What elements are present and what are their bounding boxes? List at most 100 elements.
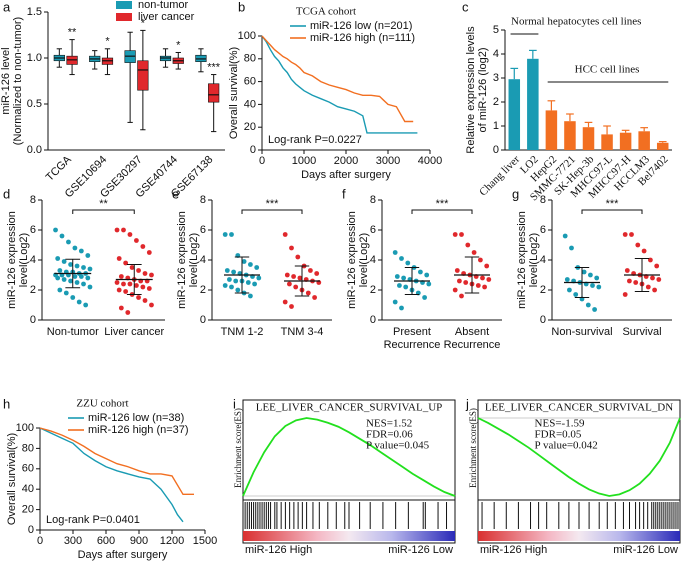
rank-label: miR-126 Low bbox=[613, 544, 678, 556]
data-point bbox=[127, 232, 133, 237]
survival-curve bbox=[39, 427, 184, 523]
y-axis-title: Relative expression levels bbox=[465, 26, 477, 154]
x-tick-label: 4000 bbox=[418, 155, 442, 167]
data-point bbox=[114, 280, 120, 285]
y-tick-label: 0 bbox=[200, 314, 206, 326]
data-point bbox=[465, 242, 471, 248]
x-tick-label: 1500 bbox=[193, 535, 217, 547]
data-point bbox=[399, 305, 404, 311]
data-point bbox=[622, 292, 628, 297]
data-point bbox=[289, 304, 294, 309]
x-tick-label: Non-survival bbox=[551, 326, 612, 338]
y-tick-label: 20 bbox=[244, 121, 256, 133]
y-tick-label: 8 bbox=[540, 194, 546, 206]
panel-label: i bbox=[233, 396, 236, 411]
annotation: Normal hepatocytes cell lines bbox=[511, 16, 641, 28]
legend-label: miR-126 high (n=111) bbox=[310, 32, 415, 44]
data-point bbox=[291, 274, 296, 279]
data-point bbox=[149, 272, 154, 278]
data-point bbox=[282, 232, 288, 237]
y-tick-label: 6 bbox=[540, 224, 546, 236]
panel-label: d bbox=[3, 186, 10, 201]
significance: *** bbox=[266, 198, 280, 210]
data-point bbox=[78, 274, 84, 279]
data-point bbox=[83, 302, 89, 308]
data-point bbox=[629, 232, 634, 237]
data-point bbox=[61, 277, 67, 282]
panel-label: c bbox=[462, 0, 469, 14]
y-tick-label: 100 bbox=[16, 422, 34, 434]
box bbox=[137, 60, 149, 91]
data-point bbox=[116, 287, 122, 293]
x-tick-label: TNM 1-2 bbox=[221, 326, 264, 338]
data-point bbox=[622, 232, 628, 237]
data-point bbox=[308, 268, 313, 273]
panel-label: g bbox=[512, 186, 519, 201]
significance: *** bbox=[436, 198, 450, 210]
data-point bbox=[87, 266, 93, 272]
panel-label: j bbox=[465, 396, 469, 411]
y-tick-label: 60 bbox=[22, 463, 34, 475]
plot-frame bbox=[242, 399, 456, 544]
data-point bbox=[588, 272, 593, 278]
x-tick-label: Absent bbox=[455, 326, 489, 338]
data-point bbox=[562, 233, 568, 239]
bar bbox=[508, 79, 521, 150]
data-point bbox=[293, 284, 299, 290]
data-point bbox=[394, 274, 400, 279]
data-point bbox=[227, 277, 232, 282]
y-axis-title: level(Log2) bbox=[358, 233, 370, 287]
data-point bbox=[635, 242, 641, 248]
data-point bbox=[85, 275, 91, 281]
panel-label: a bbox=[3, 0, 11, 14]
data-point bbox=[53, 227, 58, 233]
x-tick-label: 0 bbox=[37, 535, 43, 547]
legend-label: miR-126 low (n=38) bbox=[88, 412, 184, 424]
data-point bbox=[149, 302, 154, 308]
y-tick-label: 2 bbox=[200, 284, 206, 296]
data-point bbox=[72, 245, 78, 251]
rank-label: miR-126 High bbox=[480, 544, 547, 556]
data-point bbox=[118, 274, 124, 279]
data-point bbox=[633, 280, 639, 285]
statistic: NES=1.52 bbox=[366, 418, 412, 430]
y-tick-label: 0.5 bbox=[27, 98, 42, 110]
y-axis-title: Enrichment score(ES) bbox=[468, 408, 478, 488]
significance-bracket bbox=[411, 209, 473, 214]
data-point bbox=[241, 259, 247, 264]
significance: *** bbox=[207, 61, 221, 73]
data-point bbox=[61, 259, 67, 264]
y-axis-title: miR-126 expression bbox=[6, 211, 18, 309]
y-tick-label: 6 bbox=[30, 224, 36, 236]
y-tick-label: 2 bbox=[30, 284, 36, 296]
data-point bbox=[654, 263, 660, 269]
y-tick-label: 20 bbox=[22, 504, 34, 516]
data-point bbox=[452, 232, 458, 237]
survival-curve bbox=[39, 427, 194, 495]
y-axis-title: Enrichment score(ES) bbox=[233, 408, 243, 488]
y-tick-label: 2 bbox=[540, 284, 546, 296]
bar bbox=[527, 58, 539, 150]
significance-bracket bbox=[72, 209, 135, 214]
data-point bbox=[656, 277, 662, 282]
significance: * bbox=[176, 39, 181, 51]
y-axis-title: level(Log2) bbox=[188, 233, 200, 287]
data-point bbox=[68, 262, 73, 267]
x-axis-title: Days after surgery bbox=[301, 169, 391, 181]
y-axis-title: miR-126 expression bbox=[346, 211, 358, 309]
data-point bbox=[118, 305, 124, 311]
data-point bbox=[482, 284, 487, 290]
y-tick-label: 0 bbox=[28, 524, 34, 536]
data-point bbox=[74, 280, 80, 285]
y-axis-title: Overall survival(%) bbox=[6, 433, 18, 525]
legend-swatch bbox=[116, 1, 132, 9]
data-point bbox=[403, 284, 409, 290]
data-point bbox=[297, 275, 303, 281]
data-point bbox=[222, 232, 228, 237]
x-tick-label: 1200 bbox=[160, 535, 184, 547]
data-point bbox=[484, 263, 490, 269]
data-point bbox=[248, 293, 253, 299]
x-tick-label: 900 bbox=[130, 535, 148, 547]
survival-curve bbox=[261, 35, 414, 123]
